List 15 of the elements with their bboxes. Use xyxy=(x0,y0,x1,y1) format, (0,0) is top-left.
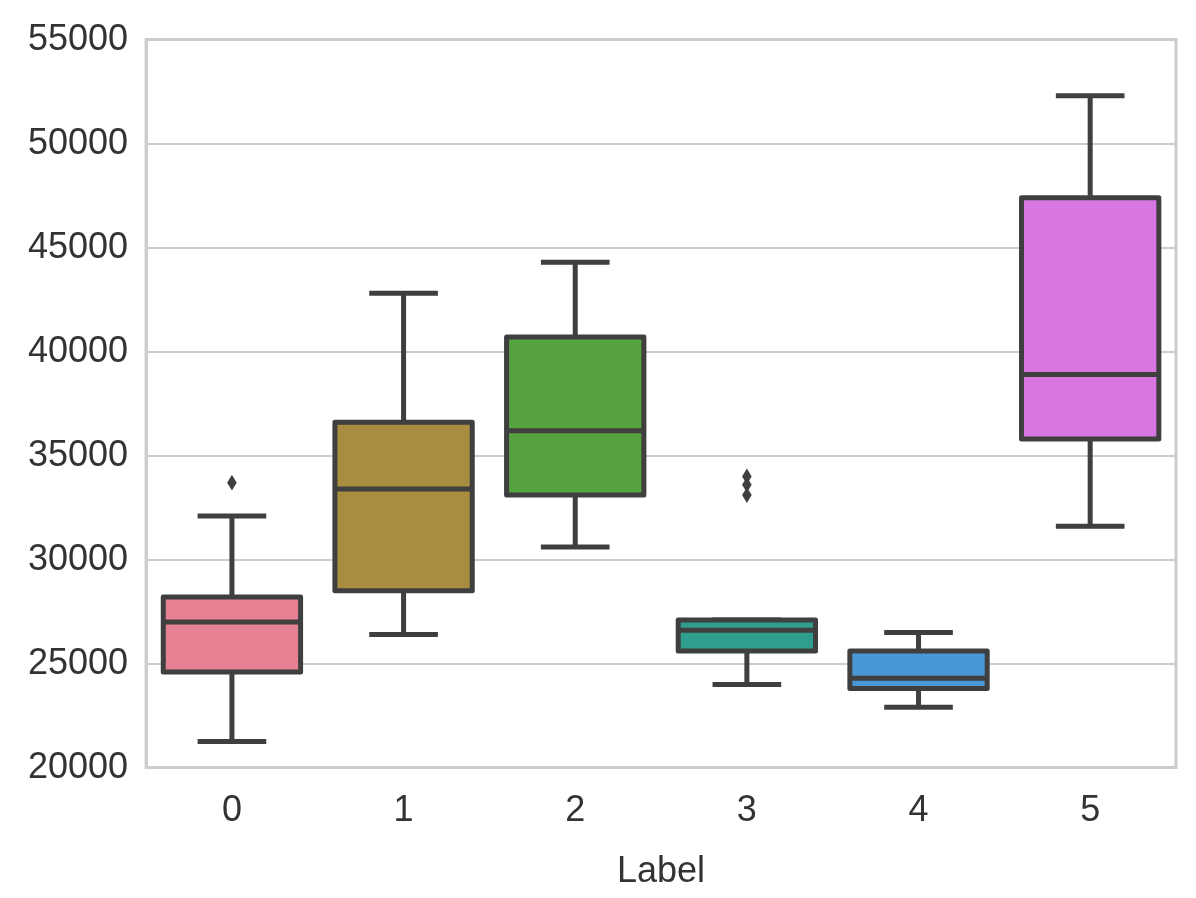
x-tick-label: 5 xyxy=(1080,788,1101,830)
x-tick-label: 2 xyxy=(565,788,586,830)
x-axis-title: Label xyxy=(617,849,706,891)
x-tick-label: 4 xyxy=(908,788,929,830)
x-tick-label: 1 xyxy=(393,788,414,830)
y-tick-label: 20000 xyxy=(28,744,129,786)
y-tick-label: 50000 xyxy=(28,120,129,162)
x-tick-label: 0 xyxy=(221,788,242,830)
y-tick-label: 55000 xyxy=(28,16,129,58)
y-tick-label: 35000 xyxy=(28,432,129,474)
y-tick-label: 45000 xyxy=(28,224,129,266)
x-tick-label: 3 xyxy=(736,788,757,830)
y-tick-label: 25000 xyxy=(28,640,129,682)
y-tick-label: 30000 xyxy=(28,536,129,578)
y-tick-label: 40000 xyxy=(28,328,129,370)
